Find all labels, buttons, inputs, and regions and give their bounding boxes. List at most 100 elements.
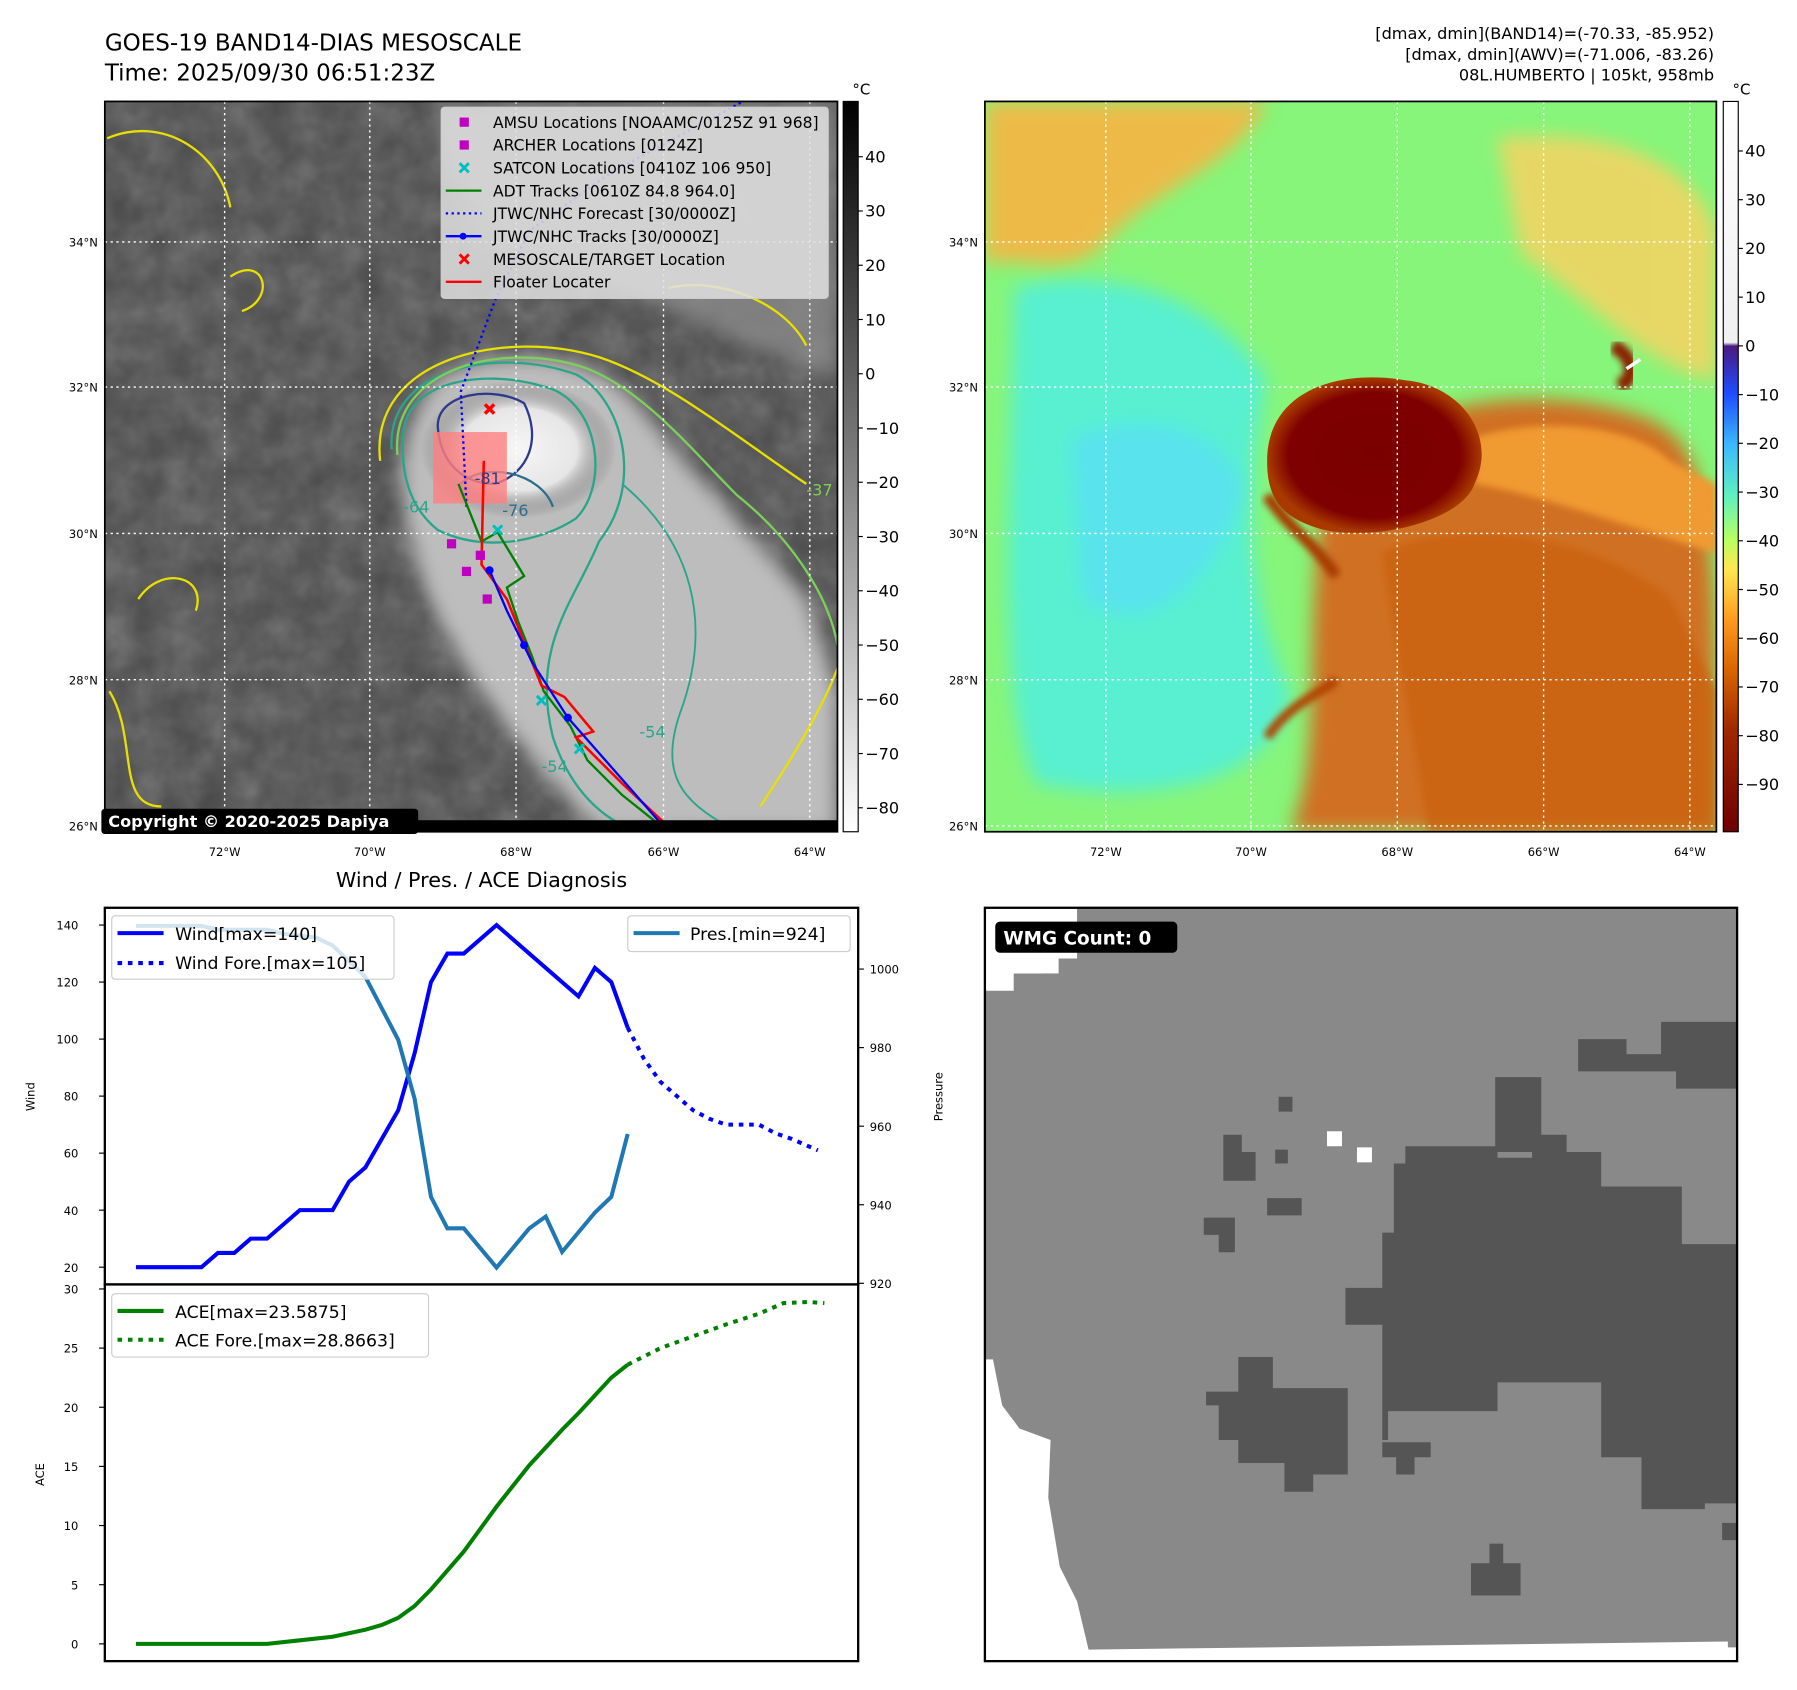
latitude-label: 34°N: [949, 236, 978, 250]
ace-tick-label: 15: [64, 1460, 79, 1474]
colorbar-tick-label: 10: [865, 310, 886, 329]
colorbar-tick-label: −20: [1745, 434, 1779, 453]
contour-label: -54: [639, 722, 665, 741]
colorbar-tick-label: 40: [865, 147, 886, 166]
ace-tick-label: 5: [71, 1578, 78, 1592]
latitude-label: 30°N: [949, 527, 978, 541]
longitude-label: 68°W: [1381, 845, 1413, 859]
legend-label: ADT Tracks [0610Z 84.8 964.0]: [493, 182, 735, 200]
pressure-tick-label: 960: [870, 1120, 892, 1134]
wind-tick-label: 140: [56, 919, 78, 933]
legend-item: SATCON Locations [0410Z 106 950]: [458, 160, 771, 178]
map-gridlines: [984, 101, 1717, 832]
pressure-tick-label: 940: [870, 1198, 892, 1212]
colorbar-tick-label: −90: [1745, 775, 1779, 794]
left-colorbar: [842, 100, 859, 833]
legend-label: MESOSCALE/TARGET Location: [493, 251, 725, 269]
colorbar-tick-label: 0: [1745, 337, 1755, 356]
wind-tick-label: 20: [64, 1261, 79, 1275]
colorbar-tick-label: −50: [865, 636, 899, 655]
latitude-label: 26°N: [69, 820, 98, 834]
colorbar-tick-label: 30: [865, 202, 886, 221]
ace-legend: [111, 1293, 430, 1358]
colorbar-tick-label: −60: [865, 690, 899, 709]
diagnosis-title: Wind / Pres. / ACE Diagnosis: [336, 868, 627, 892]
contour-label: -81: [475, 469, 501, 488]
pressure-tick-label: 920: [870, 1277, 892, 1291]
legend-label: Wind[max=140]: [175, 925, 317, 945]
colorbar-tick-label: 20: [1745, 239, 1766, 258]
wind-tick-label: 100: [56, 1033, 78, 1047]
series-line-ace-fore-: [626, 1299, 825, 1367]
series-line-ace: [135, 1363, 629, 1646]
left-colorbar-unit: °C: [852, 81, 870, 99]
longitude-label: 70°W: [1235, 845, 1267, 859]
colorbar-tick-label: −40: [865, 582, 899, 601]
legend-label: SATCON Locations [0410Z 106 950]: [493, 160, 771, 178]
awv-stats: [dmax, dmin](AWV)=(-71.006, -83.26): [1405, 45, 1714, 64]
colorbar-tick-label: 30: [1745, 190, 1766, 209]
series-line-wind: [135, 922, 630, 1270]
legend-item: Floater Locater: [445, 274, 611, 292]
wind-tick-label: 80: [64, 1090, 79, 1104]
colorbar-tick-label: 0: [865, 365, 875, 384]
colorbar-tick-label: −10: [1745, 385, 1779, 404]
map-legend: AMSU Locations [NOAAMC/0125Z 91 968] ARCH…: [440, 106, 829, 299]
longitude-label: 66°W: [1528, 845, 1560, 859]
legend-label: JTWC/NHC Tracks [30/0000Z]: [492, 228, 719, 246]
band14-stats: [dmax, dmin](BAND14)=(-70.33, -85.952): [1375, 24, 1714, 43]
legend-label: Wind Fore.[max=105]: [175, 954, 365, 974]
wind-pressure-chart: 20 40 60 80 100 120 140 920 940 960 980 1000 Wind Pre…: [24, 906, 945, 1291]
square-marker-icon: [459, 140, 469, 150]
legend-label: ACE Fore.[max=28.8663]: [175, 1332, 395, 1352]
awv-color-map: [984, 101, 1717, 832]
x-marker-icon: [458, 162, 470, 174]
wmg-count-badge: [995, 921, 1178, 953]
wmg-count: WMG Count: 0: [1003, 929, 1151, 950]
wind-axis-label: Wind: [24, 1082, 38, 1111]
contour-label: -76: [502, 501, 528, 520]
longitude-label: 66°W: [648, 845, 680, 859]
longitude-label: 70°W: [354, 845, 386, 859]
legend-label: Floater Locater: [493, 274, 611, 292]
latitude-label: 28°N: [69, 673, 98, 687]
legend-item: JTWC/NHC Forecast [30/0000Z]: [445, 205, 736, 223]
ace-tick-label: 10: [64, 1519, 79, 1533]
ace-axis-label: ACE: [33, 1463, 47, 1486]
colorbar-tick-label: −40: [1745, 532, 1779, 551]
jtwc-track-points: [485, 566, 572, 722]
latitude-label: 26°N: [949, 820, 978, 834]
latitude-label: 32°N: [949, 381, 978, 395]
legend-item: JTWC/NHC Tracks [30/0000Z]: [445, 228, 719, 246]
figure-title: GOES-19 BAND14-DIAS MESOSCALE: [105, 31, 522, 57]
wind-tick-label: 120: [56, 976, 78, 990]
legend-label: AMSU Locations [NOAAMC/0125Z 91 968]: [493, 114, 819, 132]
legend-label: JTWC/NHC Forecast [30/0000Z]: [492, 205, 736, 223]
colorbar-tick-label: 20: [865, 256, 886, 275]
pressure-legend: [627, 915, 851, 953]
contour-label: -54: [541, 757, 567, 776]
contour-label: -64: [403, 498, 429, 517]
legend-label: ARCHER Locations [0124Z]: [493, 137, 703, 155]
amsu-archer-markers: [446, 539, 492, 604]
colorbar-tick-label: −30: [865, 527, 899, 546]
pressure-axis-label: Pressure: [931, 1072, 945, 1121]
latitude-label: 30°N: [69, 527, 98, 541]
ace-chart: 0 5 10 15 20 25 30 ACE ACE[max=23.5875] ACE Fore.…: [33, 1283, 860, 1663]
colorbar-tick-label: 40: [1745, 142, 1766, 161]
wmg-panel: WMG Count: 0: [983, 906, 1739, 1663]
longitude-label: 64°W: [1674, 845, 1706, 859]
colorbar-tick-label: −30: [1745, 483, 1779, 502]
colorbar-tick-label: −70: [1745, 678, 1779, 697]
storm-info: 08L.HUMBERTO | 105kt, 958mb: [1459, 66, 1714, 85]
pressure-tick-label: 980: [870, 1041, 892, 1055]
colorbar-tick-label: −20: [865, 473, 899, 492]
latitude-label: 34°N: [69, 236, 98, 250]
colorbar-tick-label: −80: [1745, 726, 1779, 745]
figure-time: Time: 2025/09/30 06:51:23Z: [104, 61, 436, 87]
wind-tick-label: 40: [64, 1204, 79, 1218]
right-colorbar: [1722, 100, 1739, 833]
latitude-label: 28°N: [949, 673, 978, 687]
ace-tick-label: 20: [64, 1401, 79, 1415]
